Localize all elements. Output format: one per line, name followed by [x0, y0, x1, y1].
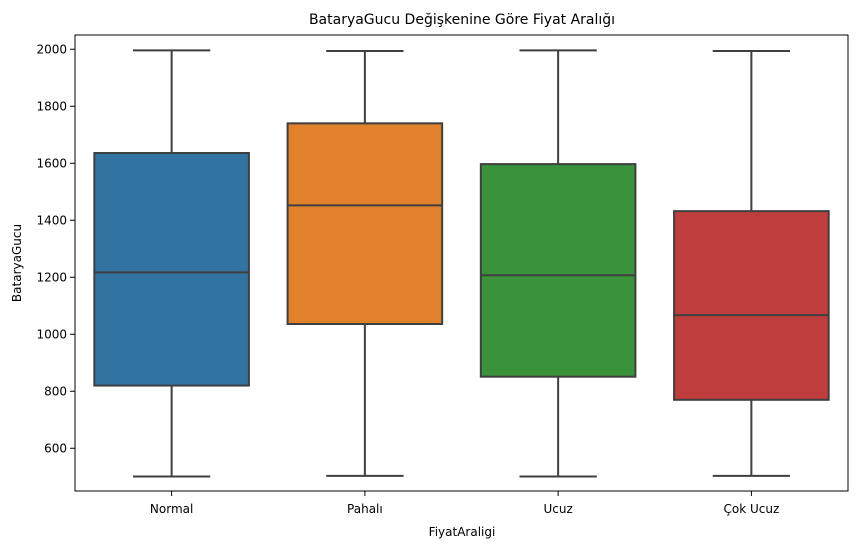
- iqr-box: [93, 151, 250, 387]
- y-tick-label: 1600: [36, 156, 67, 170]
- x-tick-label: Pahalı: [347, 502, 383, 516]
- iqr-box: [673, 210, 830, 401]
- plot-area: 600 800 1000 1200 1400 1600 1800 2000 Normal Paha…: [36, 34, 849, 516]
- y-axis-label: BataryaGucu: [10, 224, 24, 302]
- box-4: [673, 49, 830, 477]
- box-3: [479, 49, 637, 478]
- box-1: [93, 49, 250, 478]
- chart-title: BataryaGucu Değişkenine Göre Fiyat Aralı…: [309, 12, 615, 28]
- y-tick-label: 800: [44, 384, 67, 398]
- box-2: [286, 49, 444, 477]
- y-tick-label: 1200: [36, 270, 67, 284]
- y-tick-label: 1000: [36, 327, 67, 341]
- x-tick-label: Çok Ucuz: [723, 502, 779, 516]
- x-tick-label: Normal: [150, 502, 193, 516]
- y-tick-label: 2000: [36, 42, 67, 56]
- x-axis-label: FiyatAraligi: [429, 525, 496, 539]
- axes-frame: [74, 34, 849, 492]
- y-tick-label: 1400: [36, 213, 67, 227]
- y-tick-label: 600: [44, 441, 67, 455]
- iqr-box: [286, 122, 444, 325]
- iqr-box: [479, 163, 637, 378]
- x-tick-label: Ucuz: [543, 502, 572, 516]
- y-tick-label: 1800: [36, 99, 67, 113]
